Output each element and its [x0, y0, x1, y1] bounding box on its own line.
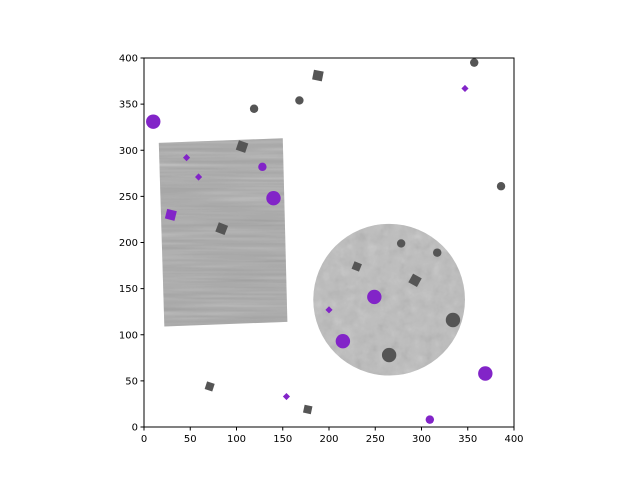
- data-point-circle: [335, 334, 351, 349]
- data-point-circle: [470, 58, 479, 67]
- x-tick-label: 400: [504, 434, 523, 445]
- data-point-diamond: [461, 84, 469, 93]
- data-points: [146, 58, 506, 424]
- y-tick-label: 250: [119, 192, 138, 203]
- circle-texture-image: [313, 223, 465, 376]
- y-tick-label: 350: [119, 100, 138, 111]
- data-point-diamond: [325, 306, 333, 314]
- data-point-circle: [295, 96, 304, 105]
- data-point-square: [408, 273, 422, 288]
- y-tick-label: 150: [119, 284, 138, 295]
- data-point-circle: [258, 162, 267, 172]
- axes: 0 50 100 150 200 250 300 350 400 0 50 100 150 200 250 3…: [119, 54, 524, 446]
- x-tick-label: 250: [366, 434, 385, 445]
- data-point-circle: [433, 248, 442, 257]
- data-point-circle: [249, 104, 259, 113]
- data-point-square: [204, 381, 215, 392]
- y-tick-label: 400: [119, 54, 138, 65]
- x-tick-label: 300: [412, 434, 431, 445]
- background-textures: [158, 138, 465, 376]
- data-point-square: [351, 261, 362, 272]
- x-tick-label: 200: [319, 434, 338, 445]
- data-point-circle: [266, 191, 281, 206]
- x-tick-label: 50: [184, 434, 197, 445]
- data-point-square: [235, 140, 249, 153]
- y-tick-label: 300: [119, 146, 138, 157]
- data-point-square: [302, 404, 313, 415]
- data-point-circle: [367, 289, 382, 305]
- data-point-circle: [381, 347, 397, 363]
- y-tick-label: 100: [119, 330, 138, 341]
- data-point-circle: [396, 239, 406, 248]
- data-point-circle: [445, 312, 461, 328]
- y-tick-label: 0: [132, 423, 138, 434]
- data-point-circle: [496, 182, 506, 191]
- data-point-square: [312, 69, 324, 82]
- data-point-diamond: [182, 154, 191, 162]
- x-tick-label: 100: [227, 434, 246, 445]
- x-tick-label: 350: [458, 434, 477, 445]
- y-tick-label: 200: [119, 238, 138, 249]
- data-point-square: [164, 208, 177, 221]
- x-tick-label: 150: [273, 434, 292, 445]
- data-point-circle: [146, 114, 161, 129]
- data-point-diamond: [282, 392, 291, 401]
- data-point-diamond: [195, 173, 203, 181]
- data-point-square: [215, 222, 229, 236]
- data-point-circle: [478, 366, 493, 381]
- data-point-circle: [425, 415, 435, 424]
- x-tick-label: 0: [141, 434, 147, 445]
- y-tick-label: 50: [125, 376, 138, 387]
